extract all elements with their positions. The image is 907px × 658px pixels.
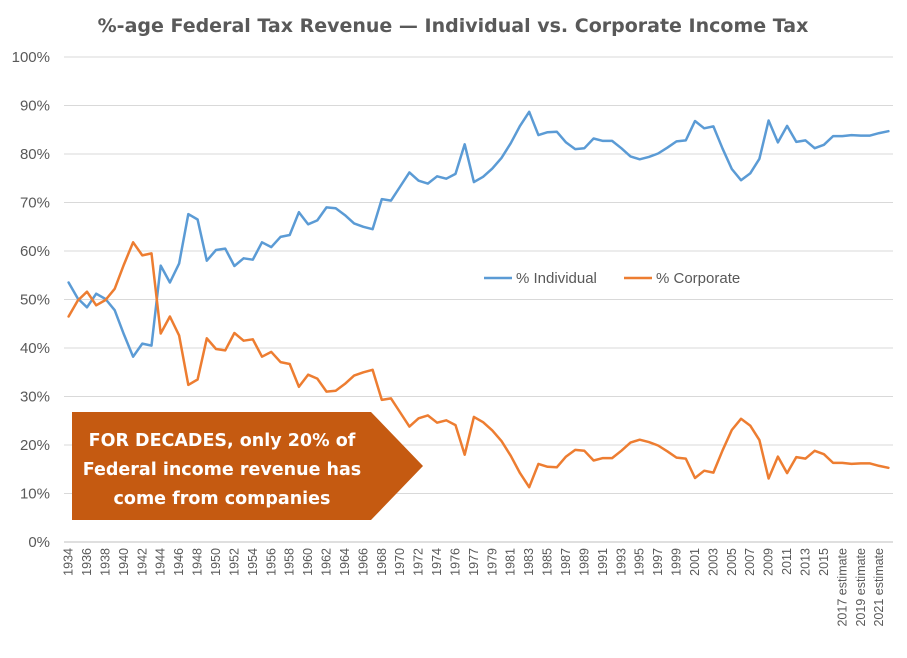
x-tick-label: 1962 bbox=[320, 548, 334, 576]
x-tick-label: 1966 bbox=[356, 548, 370, 576]
y-tick-label: 40% bbox=[20, 340, 50, 357]
x-tick-label: 1987 bbox=[559, 548, 573, 576]
x-tick-label: 1983 bbox=[522, 548, 536, 576]
x-tick-label: 2019 estimate bbox=[854, 548, 868, 627]
y-axis-ticks: 0% 10% 20% 30% 40% 50% 60% 70% 80% 90% 100% bbox=[12, 49, 50, 551]
x-tick-label: 1948 bbox=[191, 548, 205, 576]
x-tick-label: 1972 bbox=[412, 548, 426, 576]
legend: % Individual % Corporate bbox=[484, 270, 740, 287]
x-tick-label: 2021 estimate bbox=[872, 548, 886, 627]
x-tick-label: 1979 bbox=[485, 548, 499, 576]
x-tick-label: 1944 bbox=[154, 548, 168, 576]
x-tick-label: 1936 bbox=[80, 548, 94, 576]
y-tick-label: 10% bbox=[20, 486, 50, 503]
x-tick-label: 1938 bbox=[98, 548, 112, 576]
x-tick-label: 1985 bbox=[541, 548, 555, 576]
callout: FOR DECADES, only 20% of Federal income … bbox=[72, 412, 423, 520]
x-tick-label: 2017 estimate bbox=[835, 548, 849, 627]
x-tick-label: 1991 bbox=[596, 548, 610, 576]
series-line-corporate bbox=[67, 241, 890, 489]
callout-line-3: come from companies bbox=[114, 489, 331, 509]
x-tick-label: 2011 bbox=[780, 548, 794, 575]
x-tick-label: 1960 bbox=[301, 548, 315, 576]
y-tick-label: 70% bbox=[20, 195, 50, 212]
x-tick-label: 2015 bbox=[817, 548, 831, 576]
y-tick-label: 20% bbox=[20, 437, 50, 454]
x-tick-label: 1934 bbox=[62, 548, 76, 576]
x-tick-label: 1989 bbox=[577, 548, 591, 576]
x-tick-label: 1970 bbox=[393, 548, 407, 576]
x-tick-label: 1940 bbox=[117, 548, 131, 576]
y-tick-label: 80% bbox=[20, 146, 50, 163]
x-tick-label: 1999 bbox=[670, 548, 684, 576]
x-tick-label: 1956 bbox=[264, 548, 278, 576]
y-tick-label: 0% bbox=[28, 534, 50, 551]
callout-arrow bbox=[72, 412, 423, 520]
y-tick-label: 30% bbox=[20, 389, 50, 406]
x-tick-label: 1964 bbox=[338, 548, 352, 576]
callout-line-2: Federal income revenue has bbox=[83, 460, 361, 480]
x-tick-label: 1995 bbox=[633, 548, 647, 576]
chart-title: %-age Federal Tax Revenue — Individual v… bbox=[98, 15, 809, 37]
x-tick-label: 1993 bbox=[614, 548, 628, 576]
x-tick-label: 2003 bbox=[706, 548, 720, 576]
x-tick-label: 1942 bbox=[135, 548, 149, 576]
x-tick-label: 2001 bbox=[688, 548, 702, 576]
series-lines bbox=[67, 110, 890, 489]
x-tick-label: 1958 bbox=[283, 548, 297, 576]
x-tick-label: 2005 bbox=[725, 548, 739, 576]
x-axis-ticks: 1934 1936 1938 1940 1942 1944 1946 1948 1950 1952… bbox=[62, 548, 887, 627]
callout-line-1: FOR DECADES, only 20% of bbox=[89, 431, 356, 451]
x-tick-label: 1952 bbox=[227, 548, 241, 576]
x-tick-label: 1997 bbox=[651, 548, 665, 576]
y-tick-label: 100% bbox=[12, 49, 50, 66]
legend-label-individual: % Individual bbox=[516, 270, 597, 287]
y-tick-label: 50% bbox=[20, 292, 50, 309]
legend-label-corporate: % Corporate bbox=[656, 270, 740, 287]
series-line-individual bbox=[67, 110, 890, 358]
x-tick-label: 2009 bbox=[762, 548, 776, 576]
x-tick-label: 1976 bbox=[448, 548, 462, 576]
x-tick-label: 1981 bbox=[504, 548, 518, 576]
x-tick-label: 2007 bbox=[743, 548, 757, 576]
x-tick-label: 1977 bbox=[467, 548, 481, 576]
x-tick-label: 1968 bbox=[375, 548, 389, 576]
x-tick-label: 1946 bbox=[172, 548, 186, 576]
x-tick-label: 1950 bbox=[209, 548, 223, 576]
y-tick-label: 60% bbox=[20, 243, 50, 260]
y-tick-label: 90% bbox=[20, 98, 50, 115]
x-tick-label: 1954 bbox=[246, 548, 260, 576]
x-tick-label: 1974 bbox=[430, 548, 444, 576]
x-tick-label: 2013 bbox=[798, 548, 812, 576]
